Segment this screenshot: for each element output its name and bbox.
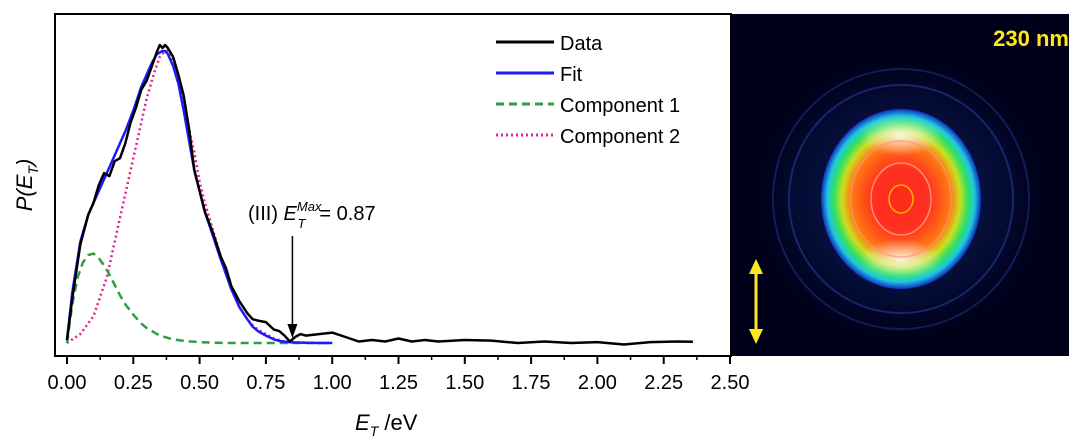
x-tick-label: 0.50 [180, 372, 219, 394]
y-axis-label-close: ) [12, 159, 37, 169]
velocity-map-image [746, 49, 1056, 349]
series-line-component-1 [65, 252, 333, 345]
inner-ring-3 [888, 184, 914, 214]
wavelength-label: 230 nm [993, 26, 1069, 51]
x-axis-label-unit: /eV [378, 410, 417, 435]
outer-ring-1 [772, 68, 1030, 330]
x-tick-label: 1.00 [313, 372, 352, 394]
x-axis-ticks: 0.00 0.25 0.50 0.75 1.00 1.25 1.50 1.75 2.00 2.25… [48, 356, 750, 394]
series-line-data [65, 43, 693, 346]
outer-ring-2 [788, 84, 1014, 314]
annotation-text: (III) EMax T = 0.87 [248, 199, 376, 231]
inner-ring-2 [870, 162, 932, 236]
y-axis-label: P(ET) [12, 159, 41, 212]
polarization-arrow-head-top [749, 259, 763, 274]
x-tick-label: 0.00 [48, 372, 87, 394]
x-tick-label: 0.25 [114, 372, 153, 394]
annotation-arrow-head [287, 324, 298, 338]
x-tick-label: 2.00 [578, 372, 617, 394]
inner-ring-1 [850, 140, 952, 258]
polarization-arrow [749, 259, 763, 344]
image-disc [821, 109, 981, 289]
y-axis-label-sub: T [25, 165, 41, 175]
annotation-e: E [284, 203, 298, 225]
legend-label-component-2: Component 2 [560, 126, 680, 148]
x-tick-label: 2.50 [711, 372, 750, 394]
legend-label-data: Data [560, 33, 603, 55]
x-axis-label-main: E [355, 410, 370, 435]
legend-label-component-1: Component 1 [560, 95, 680, 117]
x-tick-label: 2.25 [644, 372, 683, 394]
annotation-suffix: = 0.87 [319, 203, 375, 225]
legend: Data Fit Component 1 Component 2 [496, 33, 680, 148]
plot-frame [54, 13, 732, 357]
x-tick-label: 1.50 [445, 372, 484, 394]
energy-distribution-plot: 0.00 0.25 0.50 0.75 1.00 1.25 1.50 1.75 2.00 2.25… [12, 13, 750, 439]
upper-lobe [859, 116, 943, 156]
polarization-arrow-head-bottom [749, 329, 763, 344]
velocity-map-image-panel: 230 nm [731, 14, 1069, 356]
annotation-sub: T [297, 216, 306, 231]
series-line-fit [65, 49, 333, 345]
y-axis-label-main: P(E [12, 174, 37, 211]
lower-lobe [859, 239, 943, 279]
x-tick-label: 0.75 [246, 372, 285, 394]
x-axis-label: ET /eV [355, 410, 418, 439]
series-group [65, 43, 693, 346]
x-tick-label: 1.25 [379, 372, 418, 394]
annotation-prefix: (III) [248, 203, 284, 225]
x-tick-label: 1.75 [512, 372, 551, 394]
annotation-sup: Max [297, 199, 322, 214]
legend-label-fit: Fit [560, 64, 583, 86]
x-axis-label-sub: T [370, 423, 380, 439]
